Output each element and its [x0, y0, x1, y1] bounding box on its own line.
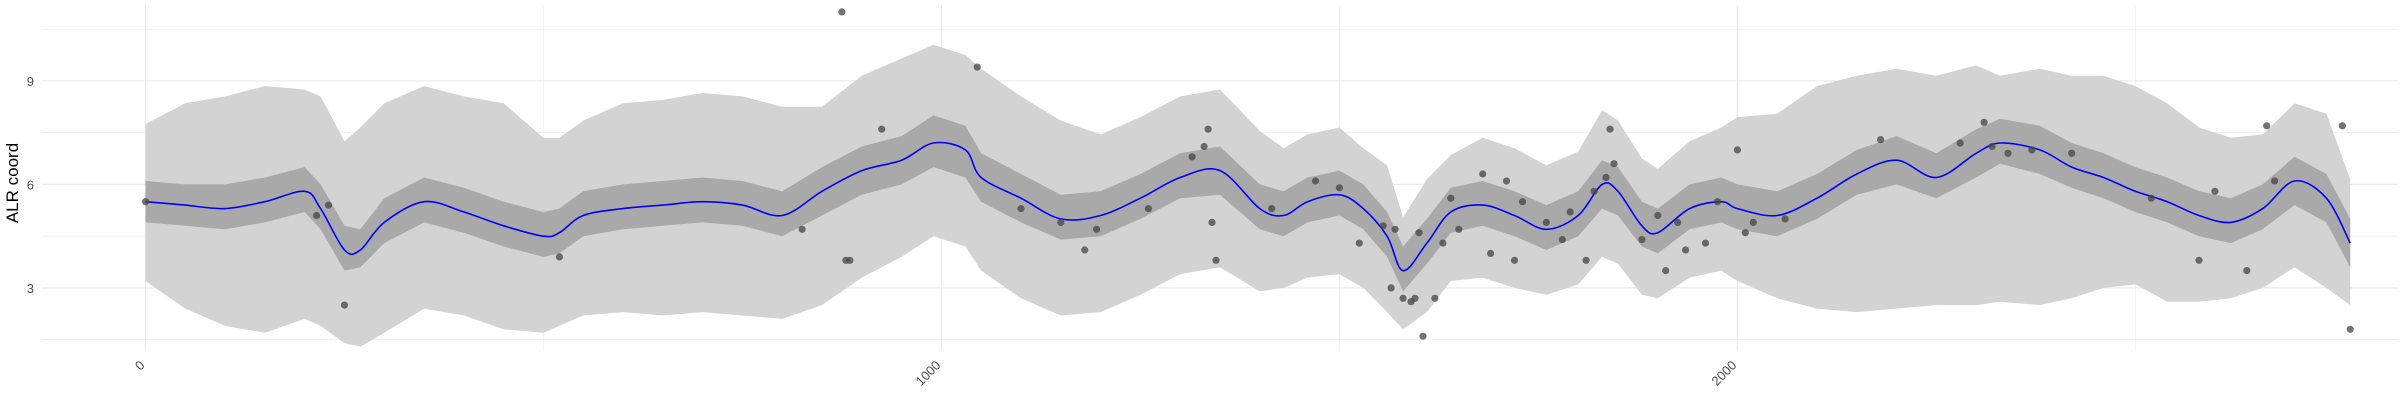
data-point: [1399, 294, 1407, 302]
data-point: [1431, 294, 1439, 302]
data-point: [1510, 256, 1519, 264]
data-point: [838, 8, 846, 16]
data-point: [1415, 229, 1423, 237]
y-tick-label: 9: [27, 74, 34, 89]
data-point: [2147, 194, 2155, 202]
data-point: [1662, 267, 1670, 275]
data-point: [1602, 173, 1610, 182]
data-point: [1411, 294, 1419, 302]
data-point: [1781, 215, 1789, 223]
data-point: [1566, 208, 1574, 216]
data-point: [1311, 177, 1320, 185]
data-point: [2211, 187, 2219, 195]
data-point: [1487, 249, 1495, 257]
data-point: [1674, 218, 1682, 226]
data-point: [1200, 142, 1208, 151]
data-point: [2271, 177, 2279, 185]
data-point: [1980, 118, 1988, 126]
data-point: [313, 211, 321, 220]
data-point: [1387, 284, 1395, 292]
data-point: [1479, 170, 1487, 178]
mean-line: [145, 141, 2351, 272]
data-point: [1144, 205, 1152, 213]
data-point: [555, 253, 564, 261]
data-point: [1558, 236, 1566, 244]
y-tick-label: 6: [27, 177, 34, 192]
data-point: [1542, 218, 1550, 226]
data-point: [1208, 218, 1216, 226]
data-point: [1638, 236, 1646, 244]
data-point: [1610, 160, 1618, 168]
data-point: [141, 198, 150, 206]
data-point: [324, 201, 333, 209]
data-point: [2195, 256, 2203, 264]
data-point: [1081, 246, 1089, 254]
y-axis-title: ALR coord: [3, 143, 22, 223]
data-point: [1749, 218, 1757, 226]
data-point: [846, 256, 854, 264]
data-point: [1447, 194, 1455, 202]
data-point: [1455, 225, 1463, 233]
data-point: [1956, 139, 1964, 147]
data-point: [1391, 225, 1399, 233]
data-point: [1606, 125, 1614, 133]
data-point: [1502, 177, 1511, 185]
data-point: [2004, 149, 2012, 157]
data-point: [340, 301, 349, 309]
x-tick-label: 1000: [912, 358, 943, 389]
data-point: [1335, 184, 1343, 192]
x-tick-label: 2000: [1708, 358, 1739, 389]
data-point: [1355, 239, 1363, 247]
data-point: [1017, 205, 1025, 213]
data-point: [1057, 218, 1065, 226]
data-point: [2028, 146, 2036, 154]
data-point: [1654, 211, 1662, 220]
data-point: [1379, 222, 1387, 230]
inner-band-area: [145, 115, 2351, 292]
data-point: [1713, 198, 1722, 206]
data-point: [1419, 332, 1427, 340]
data-point: [1733, 146, 1741, 154]
data-point: [973, 63, 981, 71]
data-point: [1268, 205, 1276, 213]
data-point: [878, 125, 886, 133]
data-point: [1188, 153, 1196, 161]
data-point: [798, 225, 806, 233]
data-point: [1877, 136, 1885, 144]
data-point: [1590, 187, 1598, 195]
inner-confidence-band: [145, 115, 2351, 292]
data-points: [141, 8, 2354, 340]
data-point: [2243, 267, 2251, 275]
data-point: [1582, 256, 1590, 264]
x-tick-label: 0: [132, 358, 148, 374]
y-tick-label: 3: [27, 281, 34, 296]
data-point: [2068, 149, 2076, 157]
data-point: [1212, 256, 1220, 264]
data-point: [2346, 325, 2354, 333]
data-point: [1439, 239, 1447, 247]
data-point: [1204, 125, 1212, 133]
data-point: [2338, 122, 2346, 130]
data-point: [1682, 246, 1690, 254]
y-axis-ticks: 3 6 9: [27, 74, 34, 296]
data-point: [1093, 225, 1101, 233]
data-point: [1741, 229, 1749, 237]
data-point: [1988, 142, 1996, 151]
mean-series-line: [145, 141, 2351, 272]
data-point: [1701, 239, 1710, 247]
x-axis-ticks: 0 1000 2000: [132, 358, 1740, 389]
data-point: [1518, 198, 1527, 206]
data-point: [2263, 122, 2271, 130]
